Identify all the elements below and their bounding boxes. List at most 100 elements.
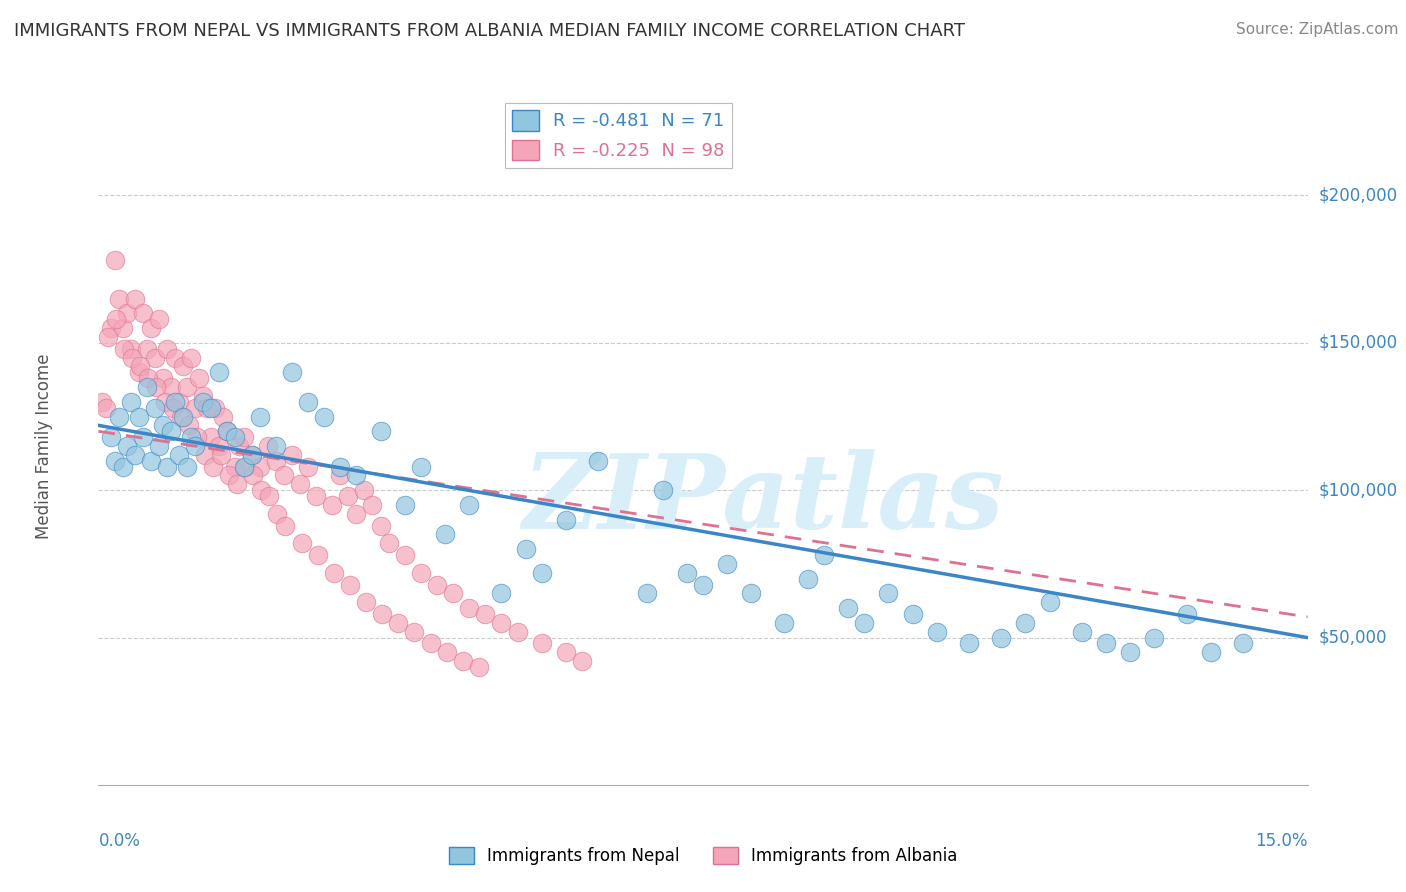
Legend: R = -0.481  N = 71, R = -0.225  N = 98: R = -0.481 N = 71, R = -0.225 N = 98 [505,103,733,168]
Point [636,586,658,600]
Point [266,507,288,521]
Point [371,607,394,621]
Point [853,615,876,630]
Point [441,586,464,600]
Point [177,418,200,433]
Point [813,548,835,562]
Point [208,365,231,379]
Point [259,489,281,503]
Point [217,424,239,438]
Point [111,459,134,474]
Point [105,312,128,326]
Point [201,459,224,474]
Point [281,365,304,379]
Point [97,330,120,344]
Point [354,595,377,609]
Point [152,418,174,433]
Point [132,306,155,320]
Point [115,439,138,453]
Point [156,459,179,474]
Point [740,586,762,600]
Point [370,424,392,438]
Point [344,507,367,521]
Point [797,572,820,586]
Text: 0.0%: 0.0% [98,832,141,850]
Point [506,624,529,639]
Point [195,401,218,415]
Point [193,394,215,409]
Point [148,439,170,453]
Point [555,645,578,659]
Point [329,468,352,483]
Point [307,548,329,562]
Point [208,439,231,453]
Point [322,566,344,580]
Point [193,389,215,403]
Point [138,371,160,385]
Point [204,401,226,415]
Point [128,365,150,379]
Point [451,654,474,668]
Point [377,536,399,550]
Point [837,601,859,615]
Point [264,439,287,453]
Point [156,342,179,356]
Point [1014,615,1036,630]
Point [233,459,256,474]
Text: ZIPatlas: ZIPatlas [523,450,1004,551]
Point [716,557,738,571]
Point [256,439,278,453]
Point [404,624,426,639]
Point [474,607,496,621]
Point [409,459,432,474]
Point [184,439,207,453]
Point [188,371,211,385]
Point [224,430,246,444]
Point [124,448,146,462]
Point [458,601,481,615]
Point [153,394,176,409]
Text: 15.0%: 15.0% [1256,832,1308,850]
Text: Source: ZipAtlas.com: Source: ZipAtlas.com [1236,22,1399,37]
Point [135,342,157,356]
Point [250,483,273,498]
Point [120,342,142,356]
Point [200,430,222,444]
Point [232,459,254,474]
Point [139,454,162,468]
Point [145,380,167,394]
Point [100,430,122,444]
Point [143,401,166,415]
Point [297,459,319,474]
Point [468,660,491,674]
Point [121,351,143,365]
Point [172,409,194,424]
Point [370,518,392,533]
Point [194,448,217,462]
Point [1175,607,1198,621]
Point [651,483,673,498]
Point [676,566,699,580]
Point [232,430,254,444]
Point [160,380,183,394]
Point [217,424,239,438]
Point [426,577,449,591]
Point [329,459,352,474]
Point [103,454,125,468]
Point [436,645,458,659]
Point [249,459,271,474]
Point [107,292,129,306]
Point [176,459,198,474]
Point [1070,624,1092,639]
Point [132,430,155,444]
Point [163,351,186,365]
Point [419,636,441,650]
Point [434,527,457,541]
Point [242,468,264,483]
Point [1039,595,1062,609]
Point [200,401,222,415]
Point [458,498,481,512]
Point [91,394,114,409]
Point [990,631,1012,645]
Point [226,477,249,491]
